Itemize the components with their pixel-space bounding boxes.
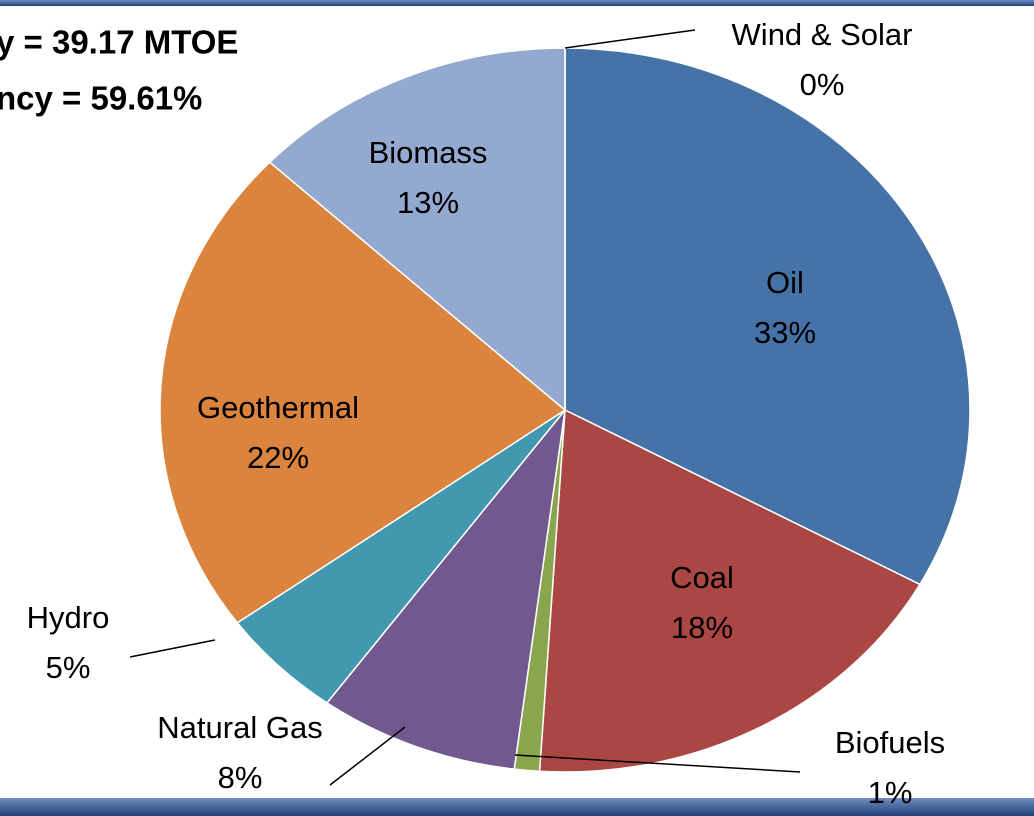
slice-value-label: 0%: [800, 67, 845, 102]
slice-value-label: 1%: [868, 775, 913, 810]
slice-label: Biomass: [369, 135, 488, 170]
slice-value-label: 18%: [671, 610, 733, 645]
slice-label: Oil: [766, 265, 804, 300]
labels: Oil 33% Coal 18% Biofuels 1% Natural Gas 8% Hydr…: [27, 17, 946, 810]
bottom-band: [0, 798, 1034, 816]
slice-label: Natural Gas: [157, 710, 322, 745]
pie-slice: [325, 407, 567, 770]
pie-slice: [538, 408, 921, 773]
top-band: [0, 0, 1034, 6]
leader-line: [514, 754, 801, 773]
annotation: y = 39.17 MTOE: [0, 24, 238, 61]
pie: [159, 47, 971, 773]
leader-line: [329, 726, 406, 786]
pie-slice: [564, 47, 971, 586]
slice-value-label: 22%: [247, 440, 309, 475]
slice-label: Wind & Solar: [732, 17, 913, 52]
slice-value-label: 13%: [397, 185, 459, 220]
slice-label: Biofuels: [835, 725, 945, 760]
slice-label: Hydro: [27, 600, 110, 635]
slice-value-label: 5%: [46, 650, 91, 685]
slice-label: Coal: [670, 560, 734, 595]
pie-slice: [159, 161, 567, 624]
leader-line: [564, 29, 696, 49]
slice-value-label: 8%: [218, 760, 263, 795]
slice-value-label: 33%: [754, 315, 816, 350]
leader-line: [129, 639, 216, 658]
pie-slice: [268, 47, 566, 412]
slice-label: Geothermal: [197, 390, 359, 425]
annotation: ncy = 59.61%: [0, 80, 202, 117]
